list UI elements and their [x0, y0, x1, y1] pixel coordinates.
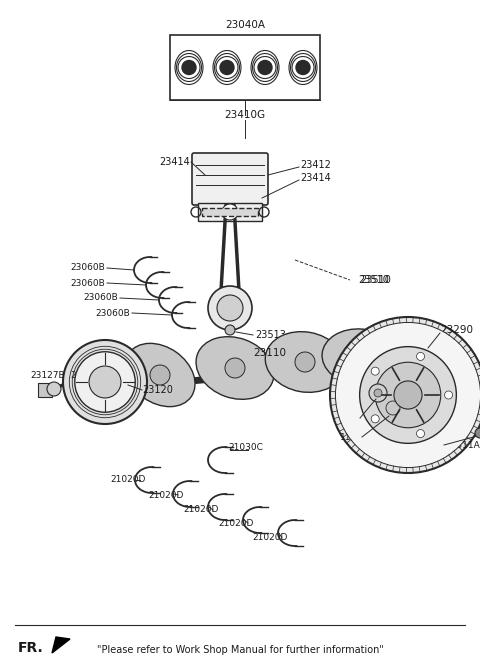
Text: 23414: 23414 — [160, 157, 191, 167]
Text: "Please refer to Work Shop Manual for further information": "Please refer to Work Shop Manual for fu… — [96, 645, 384, 655]
Text: 23060B: 23060B — [95, 309, 130, 317]
Text: 21020D: 21020D — [148, 490, 183, 500]
Bar — [202, 208, 258, 216]
Circle shape — [371, 415, 379, 423]
Circle shape — [386, 401, 400, 415]
Text: 11304B: 11304B — [340, 434, 375, 442]
Circle shape — [371, 367, 379, 375]
Circle shape — [394, 381, 422, 409]
Circle shape — [222, 204, 238, 220]
Text: 23513: 23513 — [255, 330, 286, 340]
Circle shape — [208, 286, 252, 330]
Circle shape — [330, 317, 480, 473]
Circle shape — [225, 358, 245, 378]
Text: 23110: 23110 — [253, 348, 286, 358]
Circle shape — [296, 61, 310, 75]
Circle shape — [150, 365, 170, 385]
Text: 23060B: 23060B — [70, 263, 105, 273]
Polygon shape — [52, 637, 70, 653]
Text: 23510: 23510 — [360, 275, 391, 285]
Circle shape — [350, 347, 370, 367]
Circle shape — [475, 428, 480, 438]
Text: 21020D: 21020D — [218, 518, 253, 528]
Circle shape — [444, 391, 453, 399]
Circle shape — [375, 362, 441, 428]
Text: 23311A: 23311A — [445, 440, 480, 450]
Text: 23510: 23510 — [358, 275, 389, 285]
Circle shape — [220, 61, 234, 75]
Text: 23040A: 23040A — [225, 20, 265, 30]
Bar — [38, 383, 52, 397]
Circle shape — [417, 353, 424, 361]
Circle shape — [47, 382, 61, 396]
Circle shape — [336, 323, 480, 468]
Text: 23290: 23290 — [440, 325, 473, 335]
Circle shape — [381, 396, 405, 420]
Circle shape — [182, 61, 196, 75]
Circle shape — [374, 389, 382, 397]
Ellipse shape — [196, 337, 274, 399]
Text: FR.: FR. — [18, 641, 44, 655]
Circle shape — [295, 352, 315, 372]
Text: 21020D: 21020D — [110, 476, 145, 484]
Ellipse shape — [322, 329, 398, 385]
Text: 21020D: 21020D — [183, 506, 218, 514]
Text: 23060B: 23060B — [70, 279, 105, 287]
Circle shape — [360, 347, 456, 444]
Bar — [170, 35, 320, 100]
Circle shape — [258, 61, 272, 75]
Text: 21020D: 21020D — [252, 534, 288, 542]
Text: 23412: 23412 — [300, 160, 331, 170]
Text: 23127B: 23127B — [30, 371, 65, 379]
Ellipse shape — [125, 343, 195, 407]
Circle shape — [75, 352, 135, 412]
Text: 23060B: 23060B — [83, 293, 118, 303]
Circle shape — [417, 430, 424, 438]
Text: 1430JD: 1430JD — [340, 415, 379, 425]
Circle shape — [217, 295, 243, 321]
Ellipse shape — [265, 331, 345, 392]
Text: 23120: 23120 — [142, 385, 173, 395]
Text: 21030C: 21030C — [228, 442, 263, 452]
Text: 23410G: 23410G — [225, 110, 265, 120]
Circle shape — [369, 384, 387, 402]
Text: 23414: 23414 — [300, 173, 331, 183]
FancyBboxPatch shape — [192, 153, 268, 205]
Bar — [198, 203, 262, 221]
Circle shape — [89, 366, 121, 398]
Circle shape — [63, 340, 147, 424]
Text: 23124B: 23124B — [70, 371, 105, 379]
Circle shape — [225, 325, 235, 335]
